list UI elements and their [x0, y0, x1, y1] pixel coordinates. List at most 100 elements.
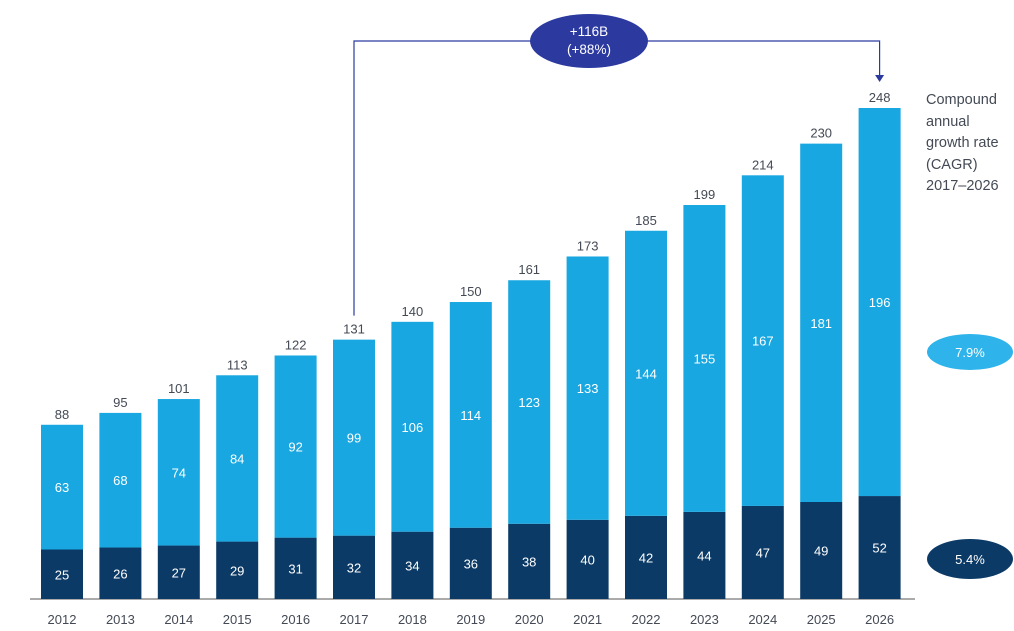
bar-segment-upper [99, 412, 142, 548]
upper-segment-value-label: 74 [172, 465, 186, 480]
bar-total-label: 131 [343, 322, 365, 337]
x-tick-label: 2013 [106, 612, 135, 627]
bar-total-label: 214 [752, 157, 774, 172]
growth-delta-percent: (+88%) [567, 42, 611, 57]
bar-total-label: 199 [694, 187, 716, 202]
bar-segment-lower [800, 501, 843, 599]
upper-segment-value-label: 196 [869, 295, 891, 310]
bar-total-label: 101 [168, 381, 190, 396]
bars-group [41, 108, 901, 599]
growth-delta-amount: +116B [569, 24, 609, 39]
lower-segment-value-label: 47 [756, 545, 770, 560]
bar-segment-upper [625, 230, 667, 516]
bar-total-label: 150 [460, 284, 482, 299]
bar-segment-upper [449, 302, 492, 528]
upper-segment-value-label: 92 [288, 440, 302, 455]
bar-total-label: 248 [869, 90, 891, 105]
x-tick-label: 2026 [865, 612, 894, 627]
bar-total-label: 140 [402, 304, 424, 319]
bar-total-label: 173 [577, 238, 599, 253]
bar-segment-lower [625, 515, 667, 599]
x-tick-label: 2022 [632, 612, 661, 627]
lower-segment-value-label: 52 [872, 541, 886, 556]
bar-segment-upper [157, 399, 200, 546]
lower-segment-value-label: 49 [814, 543, 828, 558]
cagr-bottom-segment-badge: 5.4% [927, 539, 1013, 579]
bar-segment-lower [508, 523, 551, 599]
bar-segment-upper [333, 339, 375, 536]
upper-segment-value-label: 181 [810, 316, 832, 331]
bar-segment-upper [216, 375, 259, 542]
cagr-top-segment-badge: 7.9% [927, 334, 1013, 370]
bar-segment-lower [858, 496, 901, 599]
lower-segment-value-label: 34 [405, 558, 419, 573]
bar-segment-lower [741, 505, 784, 599]
segment-labels-group: 25 63 26 68 27 74 29 84 31 92 32 99 34 106 36 114 38 123 4… [55, 295, 891, 582]
bar-segment-lower [449, 527, 492, 599]
bar-segment-upper [800, 143, 843, 502]
bar-segment-upper [41, 424, 83, 550]
x-tick-label: 2024 [748, 612, 777, 627]
lower-segment-value-label: 26 [113, 566, 127, 581]
upper-segment-value-label: 106 [402, 420, 424, 435]
x-tick-label: 2025 [807, 612, 836, 627]
growth-bracket-arrowhead [875, 75, 885, 82]
bar-total-label: 122 [285, 337, 307, 352]
lower-segment-value-label: 36 [464, 556, 478, 571]
bar-total-label: 230 [810, 126, 832, 141]
bar-segment-upper [683, 205, 726, 512]
total-labels-group: 88 95 101 113 122 131 140 150 161 173 185 199 214 230… [55, 90, 891, 422]
bar-segment-lower [683, 511, 726, 599]
bar-segment-upper [858, 108, 901, 497]
cagr-top-value: 7.9% [955, 344, 985, 360]
bar-segment-upper [391, 321, 434, 532]
x-tick-label: 2015 [223, 612, 252, 627]
x-tick-label: 2017 [340, 612, 369, 627]
x-tick-label: 2012 [48, 612, 77, 627]
bar-segment-upper [741, 175, 784, 506]
lower-segment-value-label: 44 [697, 548, 711, 563]
lower-segment-value-label: 27 [172, 565, 186, 580]
bar-segment-lower [99, 547, 142, 599]
upper-segment-value-label: 133 [577, 381, 599, 396]
upper-segment-value-label: 123 [518, 395, 540, 410]
cagr-bottom-value: 5.4% [955, 551, 985, 567]
x-tick-label: 2016 [281, 612, 310, 627]
x-tick-label: 2023 [690, 612, 719, 627]
bar-segment-upper [508, 280, 551, 524]
upper-segment-value-label: 84 [230, 451, 244, 466]
upper-segment-value-label: 63 [55, 480, 69, 495]
bar-total-label: 161 [518, 262, 540, 277]
bar-total-label: 113 [227, 357, 248, 372]
x-tick-label: 2018 [398, 612, 427, 627]
bar-segment-lower [157, 545, 200, 599]
bar-total-label: 185 [635, 213, 657, 228]
lower-segment-value-label: 29 [230, 563, 244, 578]
x-tick-label: 2020 [515, 612, 544, 627]
x-tick-label: 2014 [164, 612, 193, 627]
x-tick-labels-group: 2012 2013 2014 2015 2016 2017 2018 2019 2020 2021… [48, 612, 895, 627]
bar-total-label: 88 [55, 407, 69, 422]
x-tick-label: 2019 [456, 612, 485, 627]
lower-segment-value-label: 42 [639, 550, 653, 565]
bar-segment-upper [274, 355, 317, 538]
lower-segment-value-label: 38 [522, 554, 536, 569]
growth-delta-bubble: +116B (+88%) [530, 14, 648, 68]
bar-segment-lower [41, 549, 83, 599]
bar-total-label: 95 [113, 395, 127, 410]
bar-segment-upper [566, 256, 609, 520]
x-tick-label: 2021 [573, 612, 602, 627]
upper-segment-value-label: 68 [113, 473, 127, 488]
bar-segment-lower [274, 537, 317, 599]
bar-segment-lower [391, 531, 434, 599]
upper-segment-value-label: 155 [694, 351, 716, 366]
upper-segment-value-label: 114 [460, 408, 481, 423]
lower-segment-value-label: 25 [55, 567, 69, 582]
bar-segment-lower [333, 535, 375, 599]
upper-segment-value-label: 99 [347, 431, 361, 446]
lower-segment-value-label: 40 [580, 552, 594, 567]
upper-segment-value-label: 167 [752, 334, 774, 349]
bar-segment-lower [216, 541, 259, 599]
cagr-heading: Compound annual growth rate (CAGR) 2017–… [926, 92, 999, 194]
